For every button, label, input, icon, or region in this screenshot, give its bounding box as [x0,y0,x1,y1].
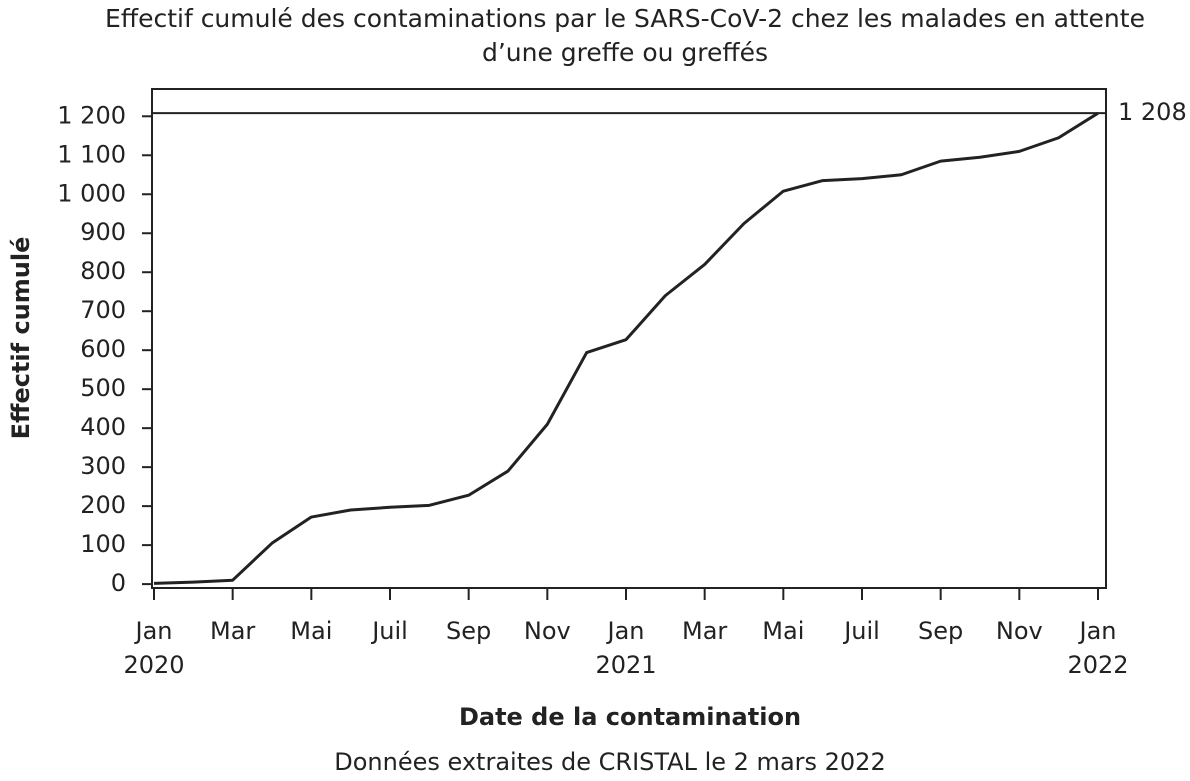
x-tick-label: Mar [682,617,728,645]
x-tick-label: Mar [210,617,256,645]
y-tick-label: 1 000 [57,179,126,207]
x-tick-label: Juil [844,617,880,645]
x-tick-label: Juil [372,617,408,645]
x-tick-label: Sep [918,617,964,645]
y-axis-label: Effectif cumulé [7,237,35,440]
x-tick-label: Jan 2022 [1067,617,1129,679]
y-tick-label: 0 [111,569,126,597]
x-axis-label: Date de la contamination [458,703,802,731]
plot-frame [151,88,1107,589]
x-tick-label: Sep [446,617,492,645]
y-tick-label: 700 [80,296,126,324]
chart-title: Effectif cumulé des contaminations par l… [105,4,1145,67]
x-tick-label: Jan 2021 [595,617,657,679]
y-tick-label: 1 200 [57,101,126,129]
x-tick-label: Mai [762,617,805,645]
x-tick-label: Nov [523,617,571,645]
y-tick-label: 100 [80,530,126,558]
y-tick-label: 900 [80,218,126,246]
source-note: Données extraites de CRISTAL le 2 mars 2… [334,748,886,776]
x-tick-label: Jan 2020 [123,617,185,679]
y-tick-label: 400 [80,413,126,441]
y-tick-label: 200 [80,491,126,519]
y-tick-label: 800 [80,257,126,285]
x-tick-label: Nov [995,617,1043,645]
y-tick-label: 600 [80,335,126,363]
y-tick-label: 1 100 [57,140,126,168]
reference-label: 1 208 [1118,98,1187,126]
y-tick-label: 300 [80,452,126,480]
data-line [153,111,1099,585]
y-tick-label: 500 [80,374,126,402]
x-tick-label: Mai [290,617,333,645]
